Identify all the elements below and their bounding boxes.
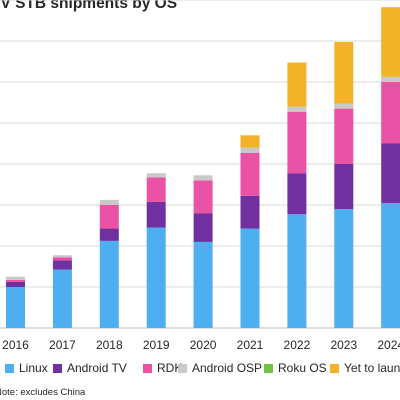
bar-segment [381,143,400,203]
legend-label: Roku OS [278,361,327,375]
x-tick-label: 2022 [284,338,311,352]
bar-segment [193,175,213,181]
bar-segment [52,257,72,261]
stacked-bar-plot: 2016 2017 2018 2019 2020 2021 2022 2023 2024 [0,0,400,352]
bar-segment [146,173,166,178]
bar-segment [146,177,166,202]
legend-swatch [264,363,273,373]
bar-segment [6,281,25,287]
legend: Linux Android TV RDK Android OSP Roku OS Yet … [0,361,400,379]
x-tick-label: 2016 [2,338,29,352]
bar-segment [287,111,307,174]
bar-segment [146,201,166,228]
legend-label: RDK [157,361,183,375]
bar-segment [381,82,400,144]
bar-segment [52,260,72,270]
bar-segment [334,164,354,210]
bar-segment [193,241,213,328]
bar-segment [6,276,25,280]
x-tick-label: 2019 [143,338,170,352]
x-tick-labels: 2016 2017 2018 2019 2020 2021 2022 2023 2024 [2,338,400,352]
bar-segment [287,173,307,215]
bar-segment [287,214,307,328]
x-tick-label: 2024 [377,338,400,352]
x-tick-label: 2020 [190,338,217,352]
bar-segment [99,205,119,229]
bar-segment [240,135,260,148]
bar-segment [99,228,119,241]
bar-segment [99,240,119,328]
legend-swatch [5,363,14,373]
footnote: Note: excludes China [0,387,86,398]
bar-segment [334,108,354,164]
bar-segment [287,106,307,112]
bar-segment [193,180,213,214]
legend-item: Roku OS [264,361,327,375]
bar-segment [381,7,400,77]
bar-segment [381,76,400,82]
chart-title: TV STB shipments by OS [0,0,178,12]
bar-segment [240,228,260,328]
bar-segment [146,227,166,328]
legend-item: Android OSP [178,361,262,375]
legend-label: Linux [19,361,48,375]
bar-segment [6,279,25,282]
bar-segment [334,42,354,104]
bar-segment [99,199,119,205]
legend-item: Linux [5,361,48,375]
bar-segment [240,195,260,229]
bar-segment [240,152,260,196]
bar-segment [381,202,400,328]
legend-swatch [178,363,187,373]
x-tick-label: 2017 [49,338,76,352]
x-tick-label: 2023 [330,338,357,352]
legend-swatch [143,363,152,373]
legend-item: Yet to launch [330,361,400,375]
bar-segment [6,287,25,328]
bar-segment [287,62,307,107]
bar-segment [240,147,260,153]
legend-swatch [330,363,339,373]
legend-label: Yet to launch [344,361,400,375]
bars [6,7,400,328]
bar-segment [334,209,354,328]
legend-label: Android OSP [192,361,263,375]
bar-segment [52,269,72,328]
x-tick-label: 2018 [96,338,123,352]
legend-item: Android TV [53,361,127,375]
legend-item: RDK [143,361,182,375]
x-tick-label: 2021 [237,338,264,352]
legend-label: Android TV [67,361,127,375]
bar-segment [193,213,213,242]
bar-segment [334,103,354,109]
legend-swatch [53,363,62,373]
bar-segment [52,255,72,258]
